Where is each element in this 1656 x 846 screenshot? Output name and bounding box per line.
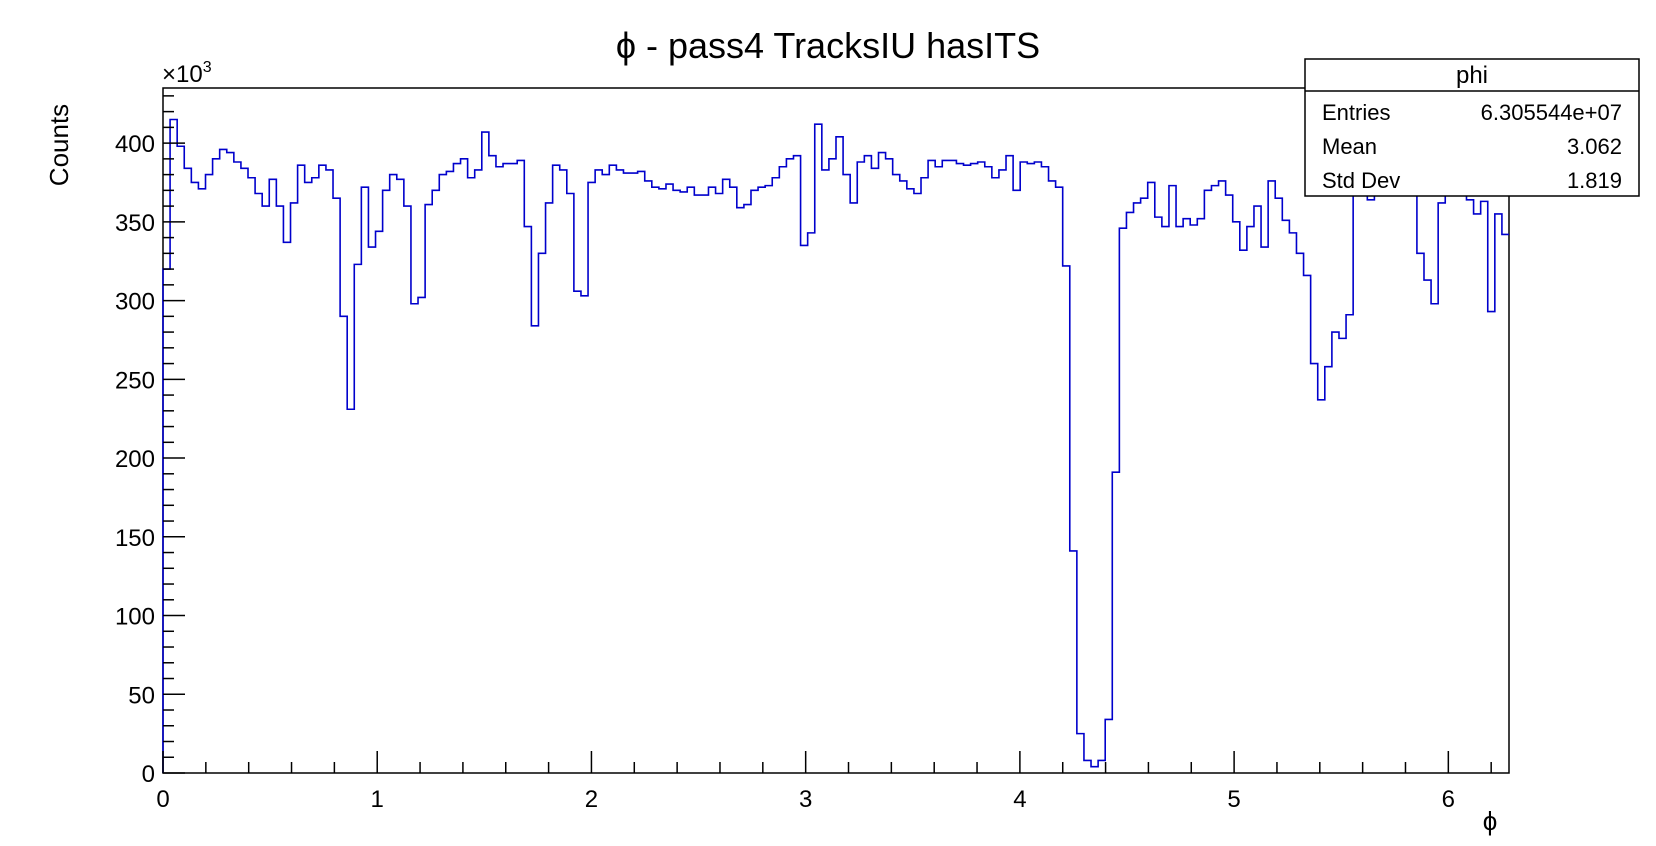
stats-entries-value: 6.305544e+07: [1481, 100, 1622, 125]
x-axis-label: ϕ: [1483, 806, 1498, 836]
y-tick-label: 200: [115, 446, 155, 473]
y-tick-label: 350: [115, 210, 155, 237]
y-tick-label: 300: [115, 289, 155, 316]
x-tick-label: 5: [1227, 786, 1240, 813]
y-tick-label: 100: [115, 604, 155, 631]
stats-stddev-label: Std Dev: [1322, 168, 1400, 193]
stats-mean-label: Mean: [1322, 134, 1377, 159]
y-tick-label: 0: [142, 761, 155, 788]
y-tick-label: 400: [115, 131, 155, 158]
stats-box-frame: [1304, 58, 1640, 197]
x-tick-label: 3: [799, 786, 812, 813]
histogram-step-line: [162, 118, 1509, 773]
y-tick-label: 150: [115, 525, 155, 552]
axis-ticks: [162, 95, 1492, 774]
chart-title: ϕ - pass4 TracksIU hasITS: [616, 25, 1040, 66]
stats-box-title: phi: [1456, 62, 1488, 89]
stats-entries-label: Entries: [1322, 100, 1390, 125]
y-axis-label: Counts: [44, 104, 74, 186]
histogram-series: [162, 118, 1509, 773]
x-tick-label: 6: [1442, 786, 1455, 813]
stats-mean-value: 3.062: [1567, 134, 1622, 159]
x-tick-label: 2: [585, 786, 598, 813]
y-tick-label: 50: [128, 682, 155, 709]
y-multiplier-label: ×103: [162, 59, 212, 88]
stats-box: phi Entries 6.305544e+07 Mean 3.062 Std …: [1304, 58, 1640, 197]
x-tick-label: 1: [371, 786, 384, 813]
x-tick-label: 0: [156, 786, 169, 813]
x-tick-label: 4: [1013, 786, 1026, 813]
axis-tick-labels: 0 1 2 3 4 5 6 0 50 100 150 200 250 300 350 400: [115, 131, 1455, 813]
stats-stddev-value: 1.819: [1567, 168, 1622, 193]
y-tick-label: 250: [115, 367, 155, 394]
